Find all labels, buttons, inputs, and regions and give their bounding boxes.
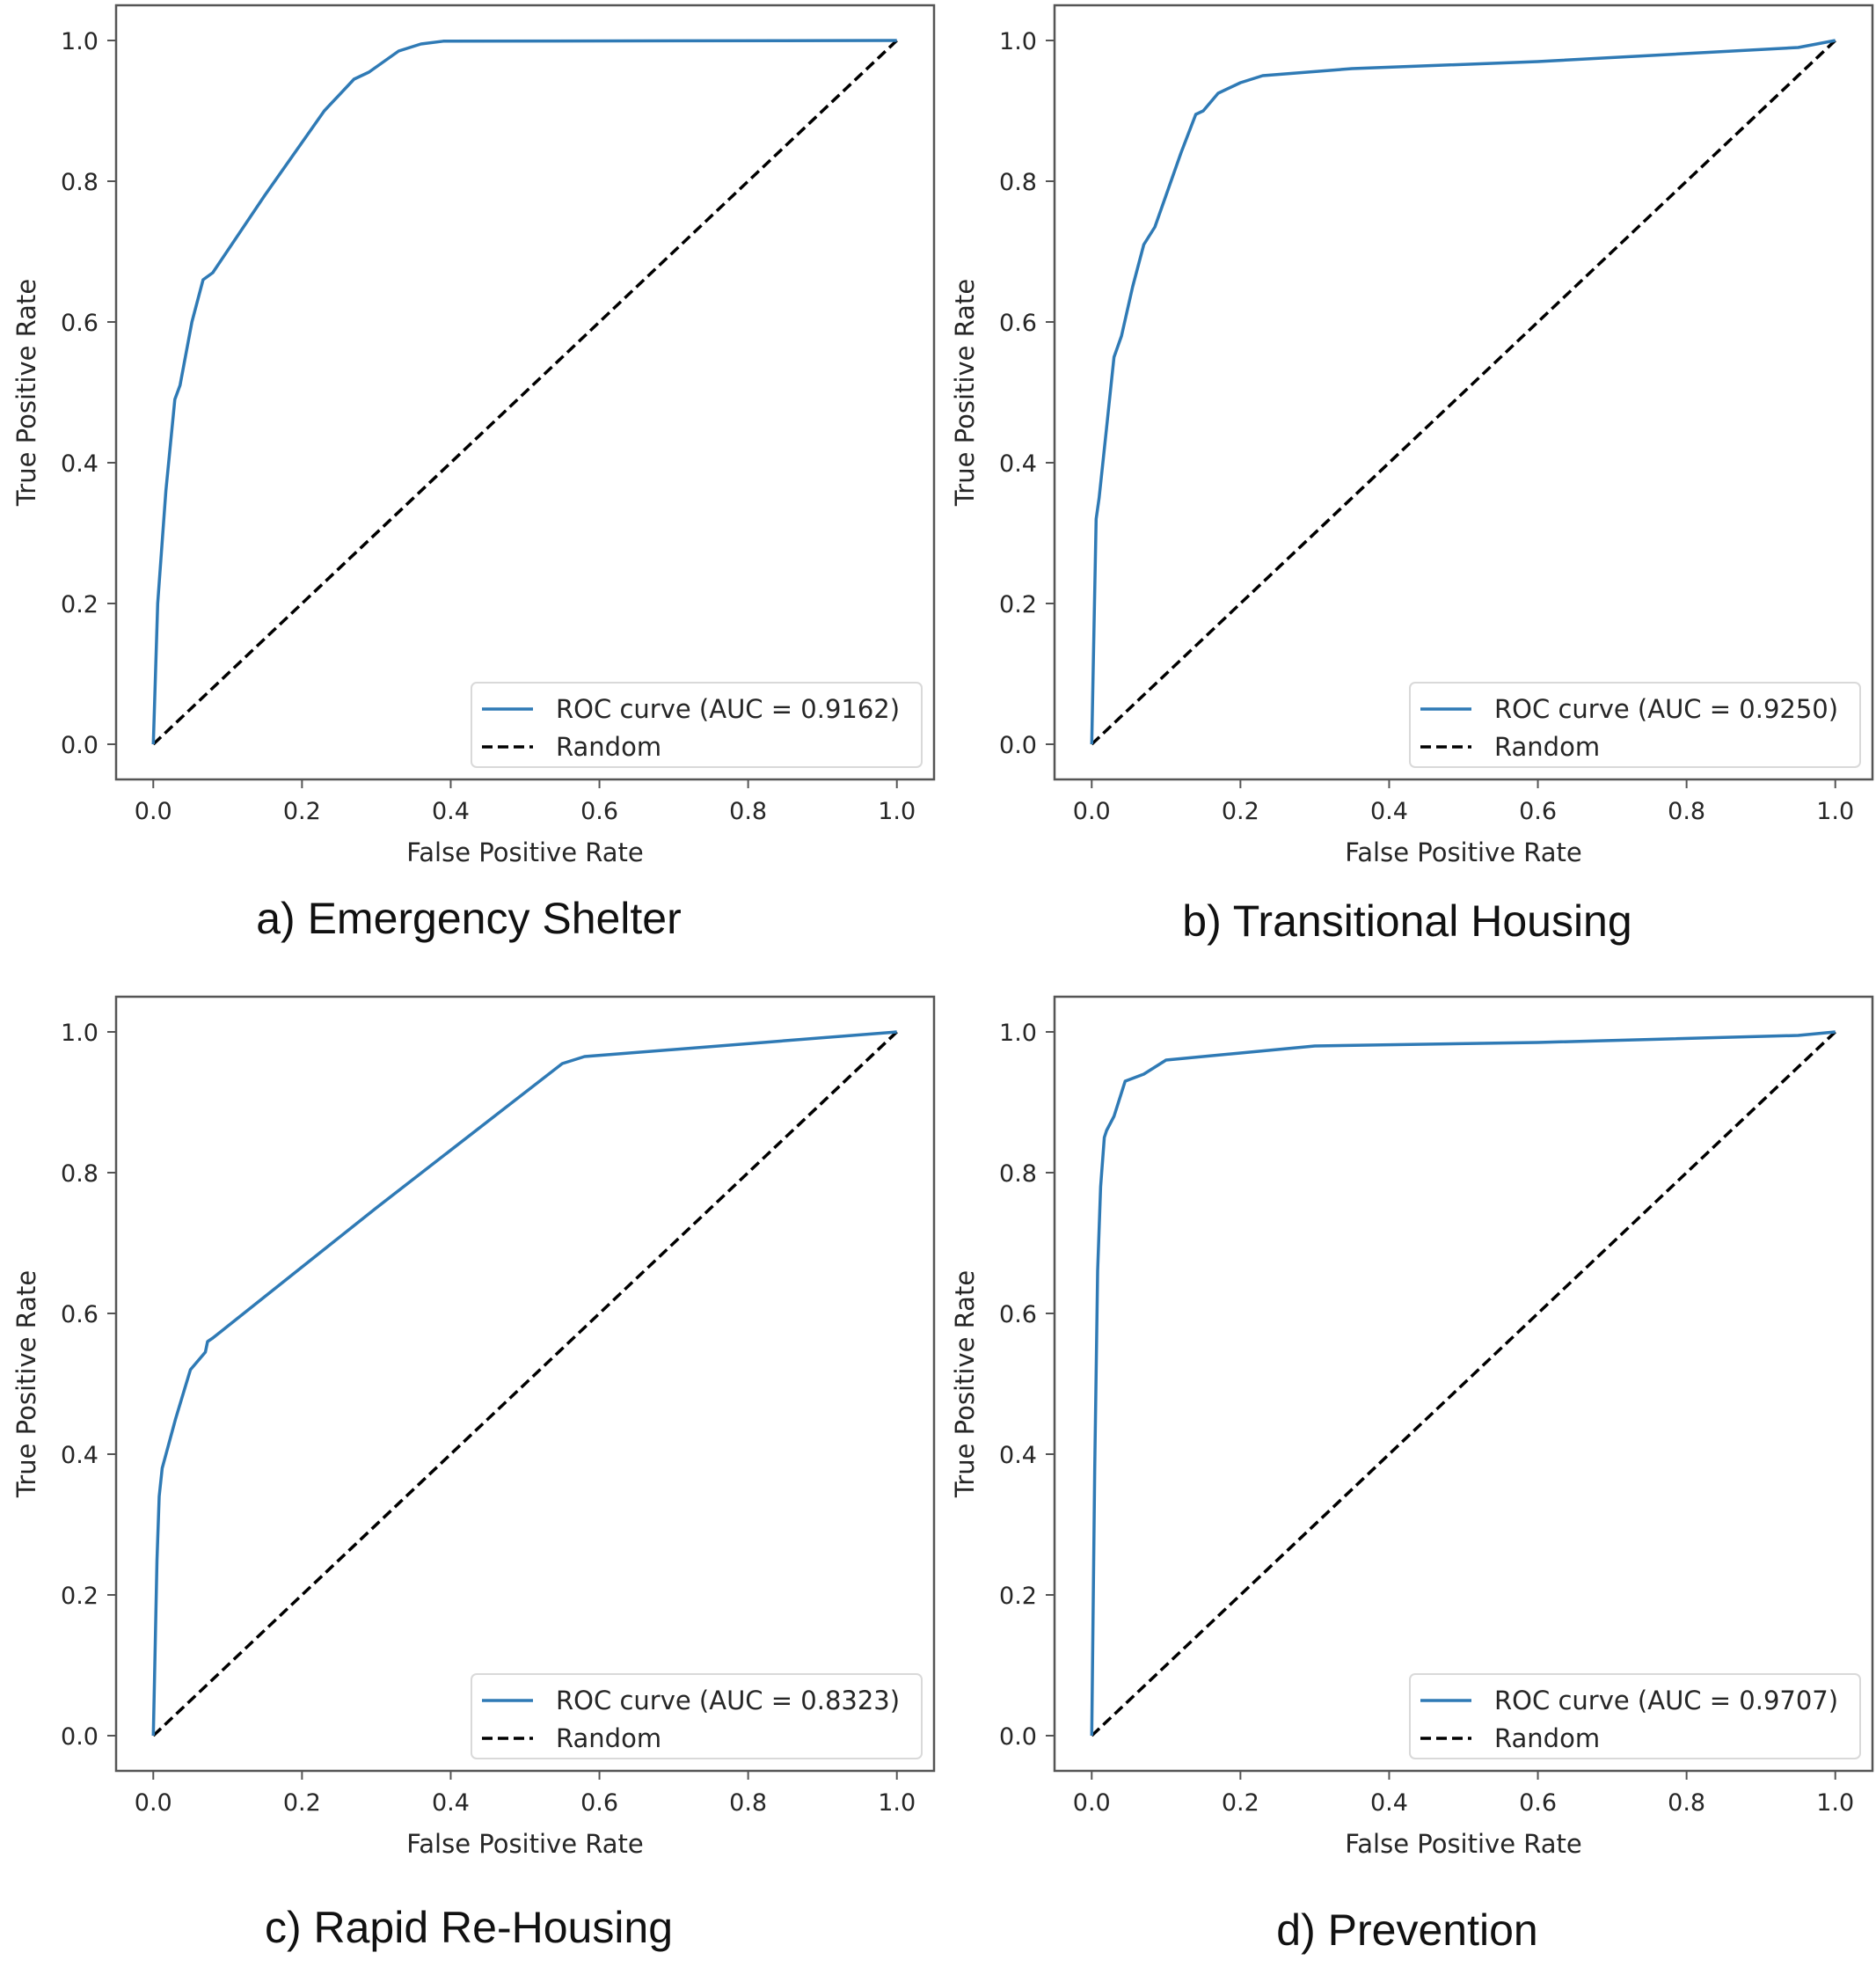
y-tick-label: 0.4 [61,1442,99,1469]
x-tick-label: 0.2 [1222,1789,1259,1817]
y-tick-label: 0.8 [61,169,99,196]
panel-caption: b) Transitional Housing [1182,896,1632,946]
panel-caption: a) Emergency Shelter [256,894,682,943]
legend-roc-label: ROC curve (AUC = 0.9162) [556,694,900,724]
x-tick-label: 0.4 [432,798,470,825]
roc-curve-line [1090,39,1836,745]
x-tick-label: 0.8 [1668,798,1705,825]
x-axis-label: False Positive Rate [406,837,644,867]
y-tick-label: 1.0 [61,1020,99,1047]
x-tick-label: 0.0 [1073,1789,1111,1817]
y-tick-label: 1.0 [999,28,1037,55]
legend-roc-label: ROC curve (AUC = 0.9707) [1494,1686,1838,1715]
x-tick-label: 0.0 [135,1789,172,1817]
y-tick-label: 0.2 [61,591,99,618]
y-tick-label: 1.0 [61,28,99,55]
y-tick-label: 0.2 [61,1583,99,1610]
x-tick-label: 0.8 [729,1789,767,1817]
legend-random-label: Random [556,732,661,762]
legend-box [1409,682,1861,768]
y-tick-label: 0.0 [61,732,99,759]
y-tick-label: 0.6 [999,1301,1037,1328]
legend: ROC curve (AUC = 0.9707) Random [1409,1673,1861,1759]
x-tick-label: 0.4 [432,1789,470,1817]
legend-random-label: Random [556,1723,661,1753]
x-tick-label: 1.0 [1816,798,1854,825]
legend: ROC curve (AUC = 0.9250) Random [1409,682,1861,768]
y-tick-label: 0.6 [61,310,99,337]
y-tick-label: 0.0 [999,732,1037,759]
legend-random-label: Random [1494,1723,1600,1753]
x-tick-label: 0.6 [580,1789,618,1817]
y-axis-label: True Positive Rate [11,1270,41,1498]
roc-curve-line [1090,1030,1836,1737]
legend-box [471,1673,923,1759]
y-tick-label: 1.0 [999,1020,1037,1047]
legend-random-label: Random [1494,732,1600,762]
panel-caption: d) Prevention [1276,1905,1538,1955]
x-tick-label: 0.2 [283,798,321,825]
roc-chart-prevention: 0.0 0.2 0.4 0.6 0.8 1.0 0.0 0.2 0.4 0.6 0.8 1.0 Fals… [950,995,1874,1859]
roc-chart-rapid-re-housing: 0.0 0.2 0.4 0.6 0.8 1.0 0.0 0.2 0.4 0.6 0.8 1.0 Fals… [11,995,936,1859]
y-tick-label: 0.0 [61,1723,99,1751]
x-tick-label: 1.0 [1816,1789,1854,1817]
panel-rapid-re-housing: 0.0 0.2 0.4 0.6 0.8 1.0 0.0 0.2 0.4 0.6 0.8 1.0 Fals… [0,991,938,1982]
y-axis-label: True Positive Rate [11,279,41,507]
y-tick-label: 0.8 [61,1160,99,1188]
y-axis-label: True Positive Rate [950,279,980,507]
random-baseline-line [1091,1030,1836,1737]
x-tick-label: 0.6 [1519,1789,1557,1817]
y-tick-label: 0.6 [999,310,1037,337]
y-tick-label: 0.4 [61,450,99,478]
random-baseline-line [152,1030,898,1737]
legend-roc-label: ROC curve (AUC = 0.9250) [1494,694,1838,724]
y-tick-label: 0.4 [999,1442,1037,1469]
random-baseline-line [152,39,898,746]
panel-caption: c) Rapid Re-Housing [264,1903,674,1952]
legend-roc-label: ROC curve (AUC = 0.8323) [556,1686,900,1715]
x-tick-label: 0.4 [1370,1789,1408,1817]
x-tick-label: 0.4 [1370,798,1408,825]
y-tick-label: 0.4 [999,450,1037,478]
roc-curve-line [151,1030,897,1737]
y-tick-label: 0.2 [999,1583,1037,1610]
y-tick-label: 0.6 [61,1301,99,1328]
x-tick-label: 0.2 [283,1789,321,1817]
panel-emergency-shelter: 0.0 0.2 0.4 0.6 0.8 1.0 0.0 0.2 0.4 0.6 0.8 1.0 Fals… [0,0,938,991]
x-tick-label: 0.6 [580,798,618,825]
y-tick-label: 0.8 [999,169,1037,196]
roc-curve-line [151,39,897,745]
x-tick-label: 0.8 [729,798,767,825]
x-tick-label: 0.0 [135,798,172,825]
roc-chart-transitional-housing: 0.0 0.2 0.4 0.6 0.8 1.0 0.0 0.2 0.4 0.6 0.8 1.0 Fals… [950,4,1874,867]
x-tick-label: 0.0 [1073,798,1111,825]
x-axis-label: False Positive Rate [1345,1829,1582,1859]
x-axis-label: False Positive Rate [406,1829,644,1859]
panel-prevention: 0.0 0.2 0.4 0.6 0.8 1.0 0.0 0.2 0.4 0.6 0.8 1.0 Fals… [938,991,1876,1982]
panel-transitional-housing: 0.0 0.2 0.4 0.6 0.8 1.0 0.0 0.2 0.4 0.6 0.8 1.0 Fals… [938,0,1876,991]
x-tick-label: 1.0 [878,798,916,825]
random-baseline-line [1091,39,1836,746]
legend: ROC curve (AUC = 0.8323) Random [471,1673,923,1759]
legend-box [471,682,923,768]
roc-chart-emergency-shelter: 0.0 0.2 0.4 0.6 0.8 1.0 0.0 0.2 0.4 0.6 0.8 1.0 Fals… [11,4,936,867]
x-axis-label: False Positive Rate [1345,837,1582,867]
legend: ROC curve (AUC = 0.9162) Random [471,682,923,768]
y-tick-label: 0.2 [999,591,1037,618]
x-tick-label: 0.2 [1222,798,1259,825]
x-tick-label: 0.6 [1519,798,1557,825]
legend-box [1409,1673,1861,1759]
y-tick-label: 0.8 [999,1160,1037,1188]
x-tick-label: 1.0 [878,1789,916,1817]
y-tick-label: 0.0 [999,1723,1037,1751]
y-axis-label: True Positive Rate [950,1270,980,1498]
x-tick-label: 0.8 [1668,1789,1705,1817]
